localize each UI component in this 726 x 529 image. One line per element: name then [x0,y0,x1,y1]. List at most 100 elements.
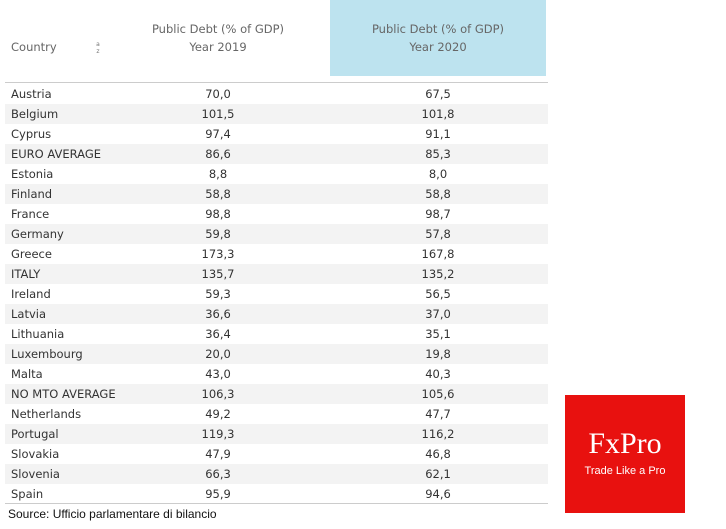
value-cell: 106,3 [201,387,235,401]
country-cell: Lithuania [11,327,65,341]
value-cell: 59,8 [205,227,231,241]
value-cell: 46,8 [425,447,451,461]
header-label: Public Debt (% of GDP) [371,22,505,36]
value-cell: 58,8 [425,187,451,201]
country-cell: Finland [11,187,53,201]
country-cell: Luxembourg [11,347,83,361]
logo-tagline: Trade Like a Pro [584,465,666,477]
country-cell: Latvia [11,307,47,321]
value-cell: 40,3 [425,367,451,381]
value-cell: 20,0 [205,347,231,361]
value-cell: 135,7 [201,267,235,281]
table-row: Greece 173,3 167,8 [5,244,548,264]
value-cell: 105,6 [421,387,455,401]
table-row: Ireland 59,3 56,5 [5,284,548,304]
value-cell: 167,8 [421,247,455,261]
table-row: Malta 43,0 40,3 [5,364,548,384]
sort-icon[interactable]: a z [94,40,102,56]
country-cell: ITALY [11,267,41,281]
country-cell: Spain [11,487,44,501]
value-cell: 91,1 [425,127,451,141]
country-cell: Netherlands [11,407,82,421]
value-cell: 95,9 [205,487,231,501]
value-cell: 98,7 [425,207,451,221]
column-header: Country [11,40,57,54]
country-cell: NO MTO AVERAGE [11,387,116,401]
header-label: Public Debt (% of GDP) [151,22,285,36]
value-cell: 66,3 [205,467,231,481]
value-cell: 101,8 [421,107,455,121]
table-row: Luxembourg 20,0 19,8 [5,344,548,364]
value-cell: 135,2 [421,267,455,281]
value-cell: 86,6 [205,147,231,161]
value-cell: 58,8 [205,187,231,201]
table-row: Slovakia 47,9 46,8 [5,444,548,464]
country-cell: Germany [11,227,64,241]
table-row: Finland 58,8 58,8 [5,184,548,204]
source: Source: Ufficio parlamentare di bilancio [8,507,217,521]
value-cell: 47,9 [205,447,231,461]
country-cell: Malta [11,367,43,381]
value-cell: 35,1 [425,327,451,341]
table-row: Belgium 101,5 101,8 [5,104,548,124]
header-rule [5,82,548,83]
value-cell: 19,8 [425,347,451,361]
svg-text:a: a [96,41,100,48]
value-cell: 70,0 [205,87,231,101]
table-row: Spain 95,9 94,6 [5,484,548,504]
value-cell: 62,1 [425,467,451,481]
table-row: ITALY 135,7 135,2 [5,264,548,284]
column-header: Public Debt (% of GDP) Year 2019 [110,20,326,56]
table-row: France 98,8 98,7 [5,204,548,224]
column-header: Public Debt (% of GDP) Year 2020 [330,20,546,56]
table-row: Netherlands 49,2 47,7 [5,404,548,424]
table-row: NO MTO AVERAGE 106,3 105,6 [5,384,548,404]
value-cell: 36,6 [205,307,231,321]
table-row: Portugal 119,3 116,2 [5,424,548,444]
country-cell: France [11,207,50,221]
table-row: Germany 59,8 57,8 [5,224,548,244]
table-row: Lithuania 36,4 35,1 [5,324,548,344]
header-highlight [330,0,546,76]
value-cell: 97,4 [205,127,231,141]
value-cell: 94,6 [425,487,451,501]
value-cell: 173,3 [201,247,235,261]
logo-brand: FxPro [588,427,662,460]
value-cell: 56,5 [425,287,451,301]
value-cell: 49,2 [205,407,231,421]
value-cell: 98,8 [205,207,231,221]
country-cell: EURO AVERAGE [11,147,102,161]
header-sub: Year 2019 [189,40,247,54]
table-row: Slovenia 66,3 62,1 [5,464,548,484]
table-row: Estonia 8,8 8,0 [5,164,548,184]
country-cell: Portugal [11,427,59,441]
value-cell: 101,5 [201,107,235,121]
svg-text:z: z [96,48,99,55]
value-cell: 57,8 [425,227,451,241]
table-row: Latvia 36,6 37,0 [5,304,548,324]
value-cell: 36,4 [205,327,231,341]
country-cell: Slovenia [11,467,60,481]
value-cell: 116,2 [421,427,455,441]
value-cell: 37,0 [425,307,451,321]
value-cell: 8,0 [428,167,448,181]
logo: FxPro Trade Like a Pro [565,395,685,513]
value-cell: 47,7 [425,407,451,421]
value-cell: 43,0 [205,367,231,381]
bottom-rule [5,503,548,504]
country-cell: Cyprus [11,127,52,141]
country-cell: Slovakia [11,447,60,461]
value-cell: 67,5 [425,87,451,101]
value-cell: 8,8 [208,167,228,181]
table-row: Cyprus 97,4 91,1 [5,124,548,144]
table-row: Austria 70,0 67,5 [5,84,548,104]
country-cell: Greece [11,247,52,261]
table-row: EURO AVERAGE 86,6 85,3 [5,144,548,164]
value-cell: 85,3 [425,147,451,161]
value-cell: 59,3 [205,287,231,301]
country-cell: Estonia [11,167,54,181]
value-cell: 119,3 [201,427,235,441]
country-cell: Belgium [11,107,59,121]
header-sub: Year 2020 [409,40,467,54]
